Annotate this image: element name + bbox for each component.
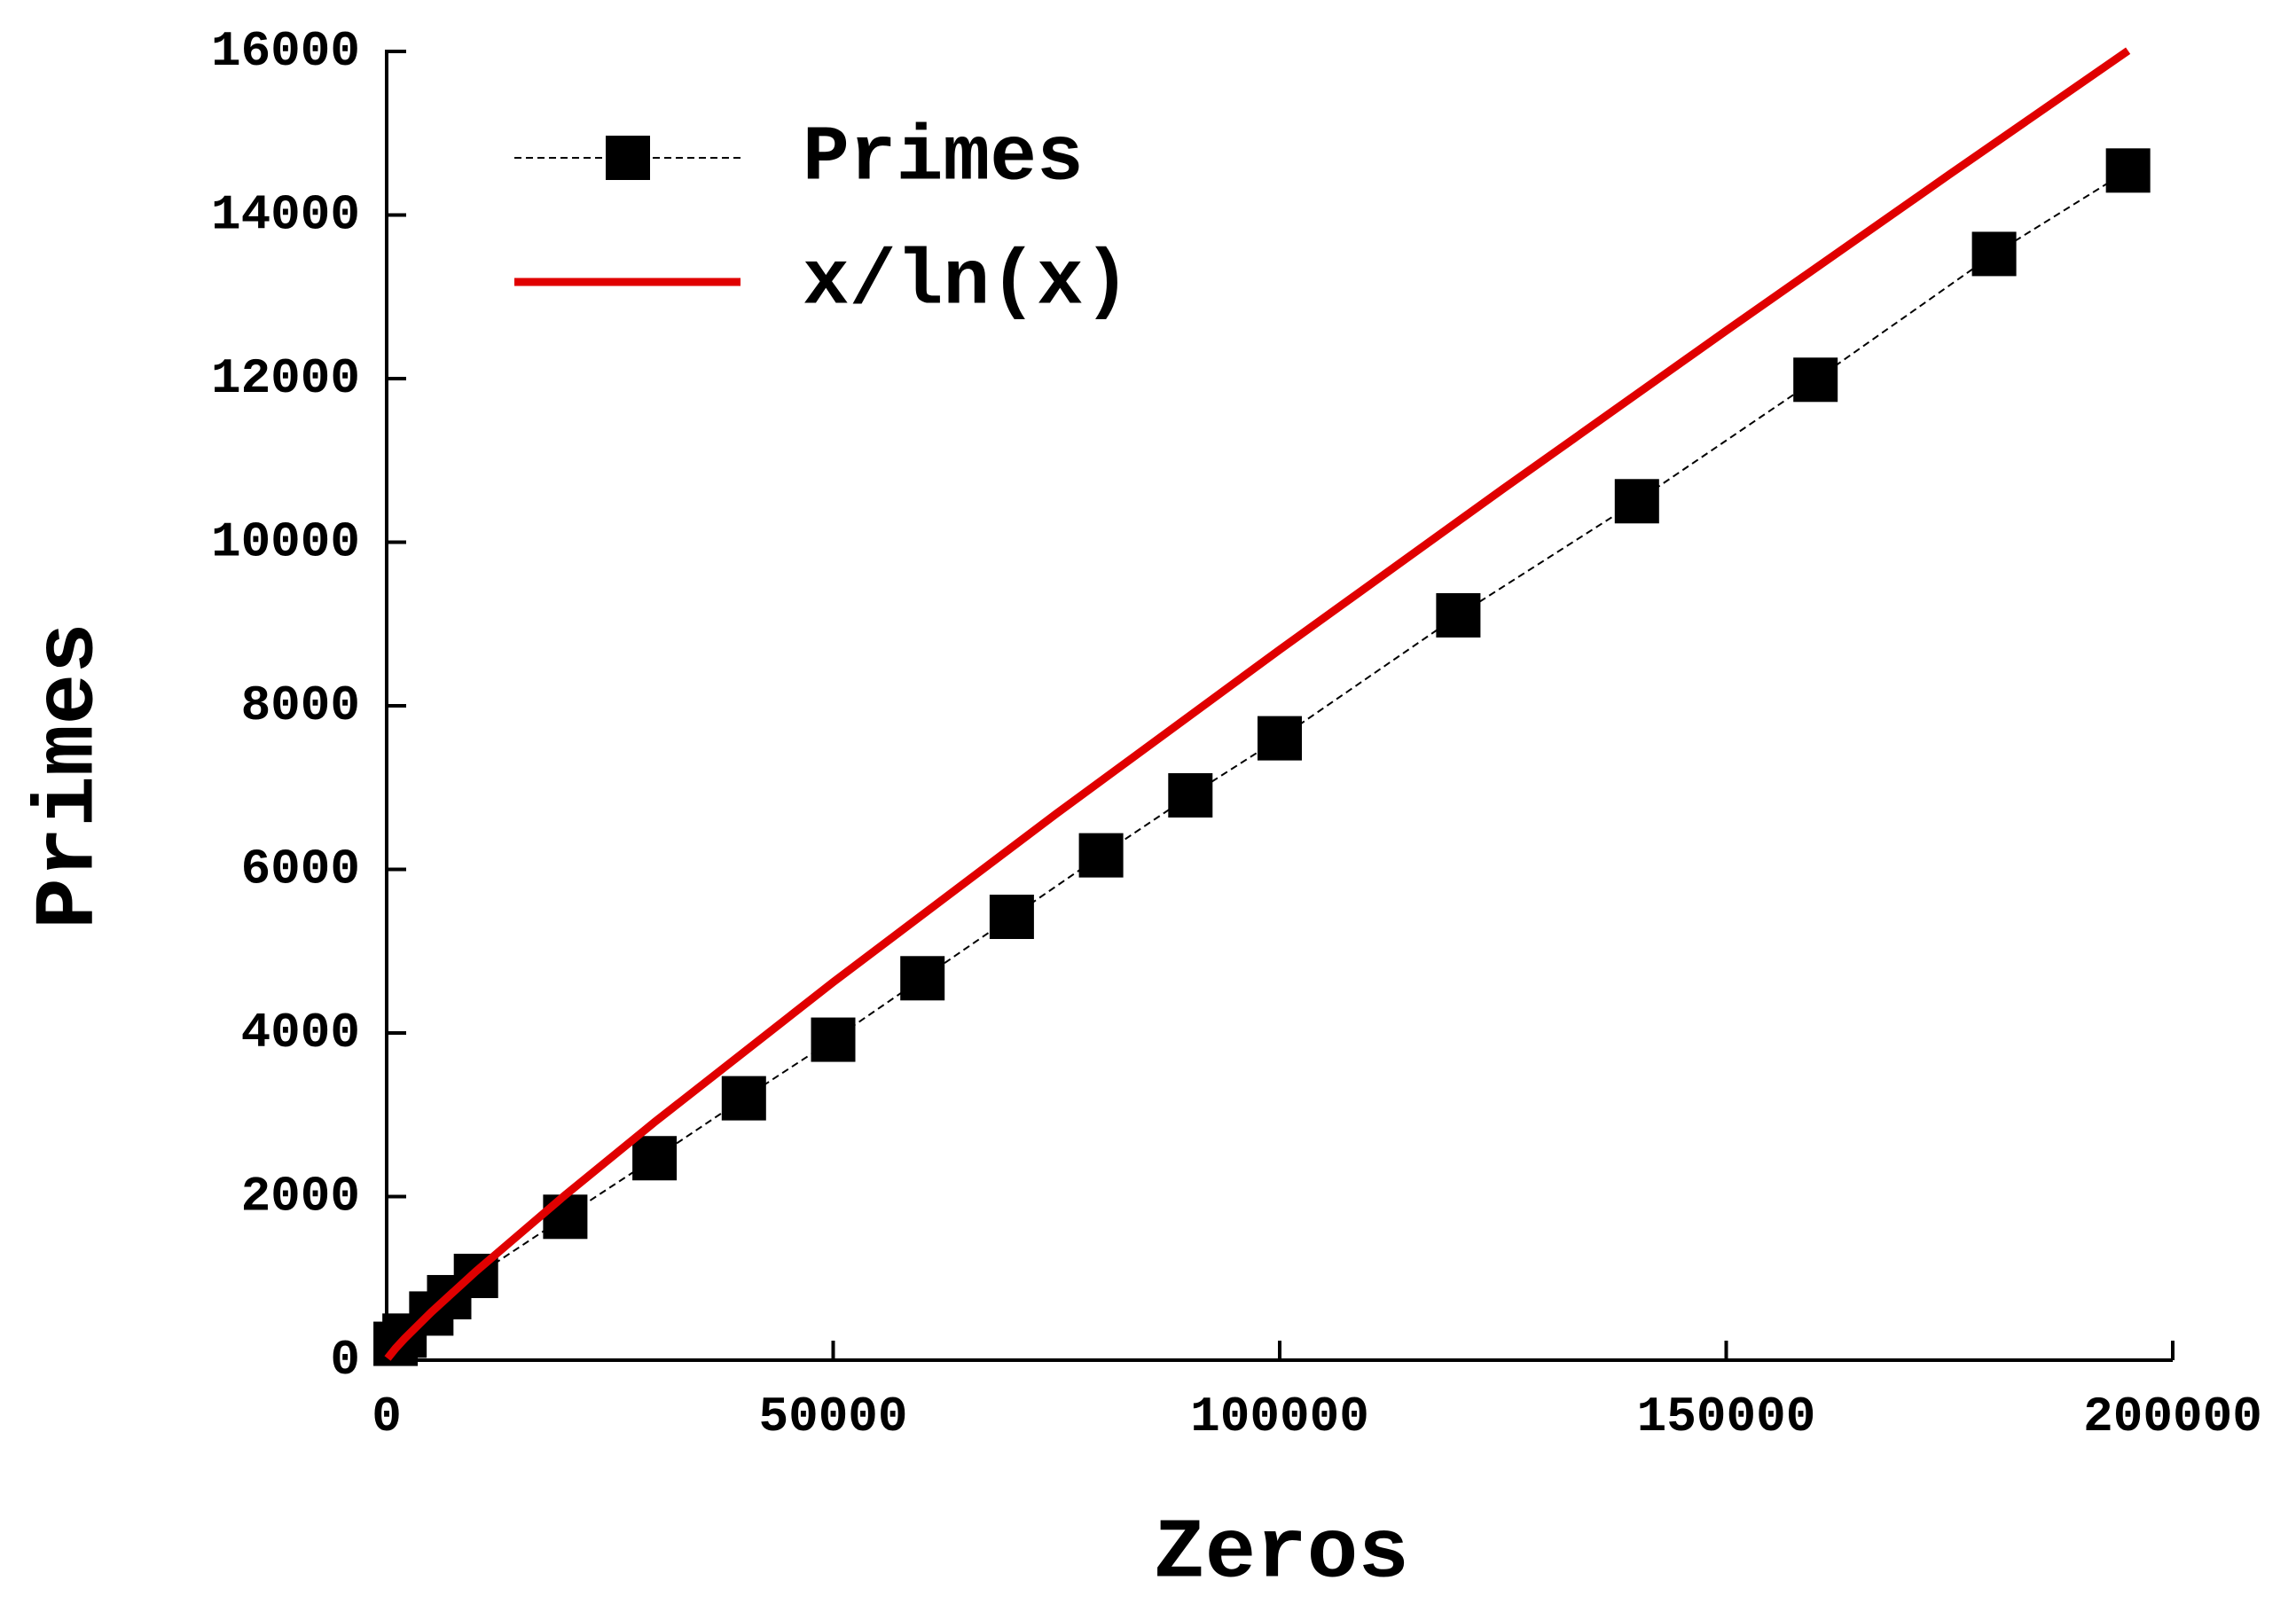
marker: [721, 1076, 766, 1121]
marker: [989, 895, 1034, 940]
marker: [811, 1017, 856, 1062]
series-line: [384, 47, 2131, 1361]
marker: [1168, 773, 1213, 818]
y-tick-label: 4000: [241, 1005, 360, 1061]
y-tick-label: 10000: [211, 513, 360, 570]
legend-label: Primes: [803, 114, 1084, 202]
x-tick-label: 200000: [2083, 1389, 2262, 1445]
marker: [1793, 357, 1838, 403]
marker: [1258, 716, 1302, 761]
y-tick-label: 6000: [241, 841, 360, 897]
y-tick-label: 16000: [211, 23, 360, 80]
marker: [632, 1136, 678, 1181]
y-tick-label: 12000: [211, 350, 360, 407]
legend-marker: [606, 136, 650, 180]
marker: [1436, 592, 1481, 638]
y-tick-label: 14000: [211, 186, 360, 243]
x-tick-label: 100000: [1190, 1389, 1369, 1445]
marker: [1614, 479, 1659, 524]
marker: [543, 1194, 588, 1240]
y-tick-label: 8000: [241, 677, 360, 734]
x-tick-label: 0: [372, 1389, 402, 1445]
x-axis-title: Zeros: [1154, 1505, 1409, 1601]
x-tick-label: 50000: [758, 1389, 907, 1445]
x-tick-label: 150000: [1637, 1389, 1816, 1445]
marker: [2105, 148, 2151, 193]
y-axis-title: Primes: [20, 622, 117, 929]
y-tick-label: 2000: [241, 1168, 360, 1225]
marker: [900, 956, 945, 1001]
marker: [1971, 231, 2017, 277]
y-tick-label: 0: [330, 1332, 360, 1389]
legend-label: x/ln(x): [803, 239, 1131, 326]
marker: [1078, 833, 1124, 878]
